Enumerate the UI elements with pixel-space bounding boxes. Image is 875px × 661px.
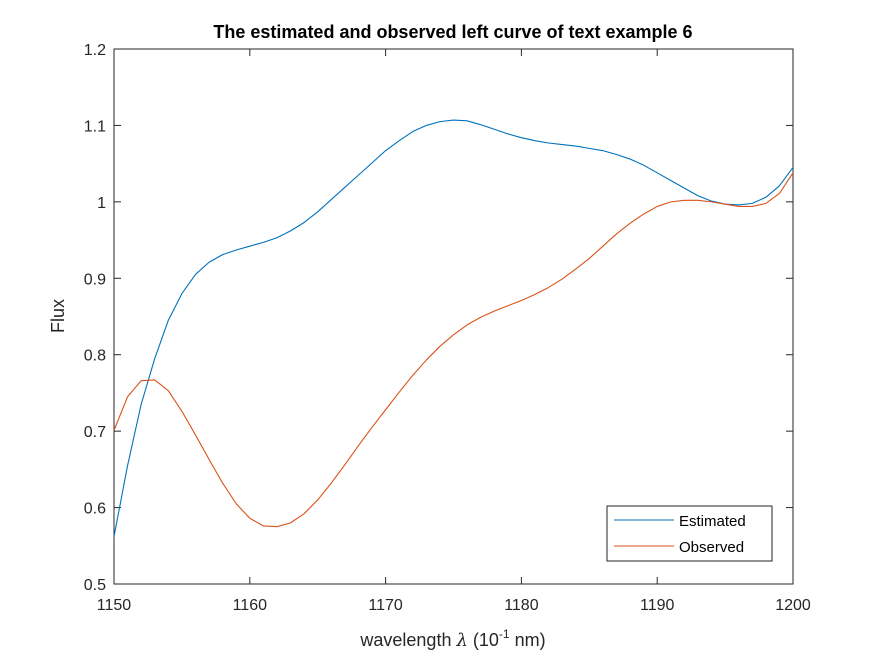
y-tick-label: 0.5 — [84, 577, 106, 594]
x-axis-label-symbol: λ — [455, 630, 467, 651]
y-tick-label: 1.2 — [84, 42, 106, 59]
series-line-observed — [113, 172, 794, 528]
chart-title: The estimated and observed left curve of… — [213, 22, 692, 42]
x-axis-label: wavelength λ (10-1 nm) — [359, 627, 545, 651]
y-tick-label: 1 — [97, 195, 106, 212]
plot-area — [113, 48, 794, 585]
y-tick-label: 1.1 — [84, 118, 106, 135]
x-axis-label-unit-exponent: -1 — [499, 627, 510, 641]
legend-label-observed: Observed — [679, 539, 744, 556]
x-tick-label: 1190 — [640, 597, 675, 614]
y-axis: 0.5 0.6 0.7 0.8 0.9 1 1.1 1.2 — [84, 42, 793, 594]
series-line-estimated — [113, 119, 794, 537]
y-tick-label: 0.8 — [84, 348, 106, 365]
x-axis-label-unit-open: (10 — [468, 630, 499, 650]
series-layer — [113, 119, 794, 537]
y-tick-label: 0.9 — [84, 271, 106, 288]
x-axis: 1150 1160 1170 1180 1190 1200 — [97, 49, 811, 614]
x-tick-label: 1170 — [368, 597, 403, 614]
legend[interactable]: Estimated Observed — [606, 505, 773, 562]
y-tick-label: 0.6 — [84, 501, 106, 518]
x-axis-label-prefix: wavelength — [359, 630, 456, 650]
y-tick-label: 0.7 — [84, 424, 106, 441]
legend-label-estimated: Estimated — [679, 513, 746, 530]
x-tick-label: 1150 — [97, 597, 132, 614]
legend-box — [606, 505, 773, 562]
x-tick-label: 1160 — [233, 597, 268, 614]
x-tick-label: 1200 — [775, 597, 811, 614]
x-tick-label: 1180 — [504, 597, 539, 614]
y-axis-label: Flux — [48, 299, 68, 333]
x-axis-label-unit-close: nm) — [510, 630, 546, 650]
